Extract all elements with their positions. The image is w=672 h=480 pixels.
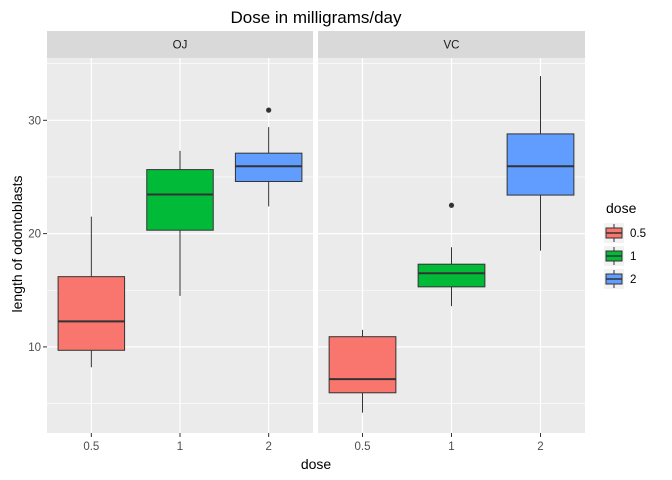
x-tick-label: 1 [177, 441, 183, 453]
box-iqr [417, 263, 486, 288]
legend-item-0.5: 0.5 [604, 223, 646, 243]
box-vc-2 [506, 76, 575, 251]
legend-item-1: 1 [604, 246, 636, 266]
x-tick-label: 0.5 [355, 441, 371, 453]
box-iqr [328, 336, 397, 394]
box-oj-2 [234, 107, 303, 207]
legend-item-2: 2 [604, 269, 636, 289]
facet-strip-label: VC [444, 40, 460, 52]
x-tick-label: 1 [448, 441, 454, 453]
box-iqr [57, 276, 126, 351]
outlier-point [266, 107, 272, 113]
x-tick-label: 2 [265, 441, 271, 453]
facet-panel-oj: OJ 0.5 1 2 [47, 31, 313, 453]
x-tick-label: 0.5 [83, 441, 99, 453]
box-oj-1 [146, 150, 214, 296]
legend-title: dose [606, 200, 637, 216]
facet-panel-vc: VC 0.5 1 2 [318, 31, 585, 453]
y-tick-label: 20 [28, 229, 41, 241]
facet-strip [318, 31, 585, 58]
box-iqr [234, 152, 303, 182]
box-oj-0.5 [57, 216, 126, 368]
y-tick-label: 10 [28, 342, 41, 354]
box-iqr [506, 133, 575, 196]
box-iqr [146, 169, 214, 231]
facet-strip [47, 31, 313, 58]
x-axis-title: dose [301, 456, 332, 472]
outlier-point [448, 202, 455, 208]
legend-label: 2 [630, 274, 636, 286]
legend-label: 1 [630, 251, 636, 263]
legend: dose 0.5 1 2 [604, 200, 646, 289]
chart-title: Dose in milligrams/day [231, 8, 402, 27]
facet-panels: OJ 0.5 1 2 VC 0.5 1 2 [47, 31, 585, 453]
y-tick-label: 30 [28, 115, 41, 127]
x-tick-label: 2 [537, 441, 543, 453]
legend-label: 0.5 [630, 228, 646, 240]
facet-strip-label: OJ [173, 40, 188, 52]
box-vc-1 [417, 202, 486, 307]
y-axis-title: length of odontoblasts [9, 176, 25, 313]
box-vc-0.5 [328, 329, 397, 413]
